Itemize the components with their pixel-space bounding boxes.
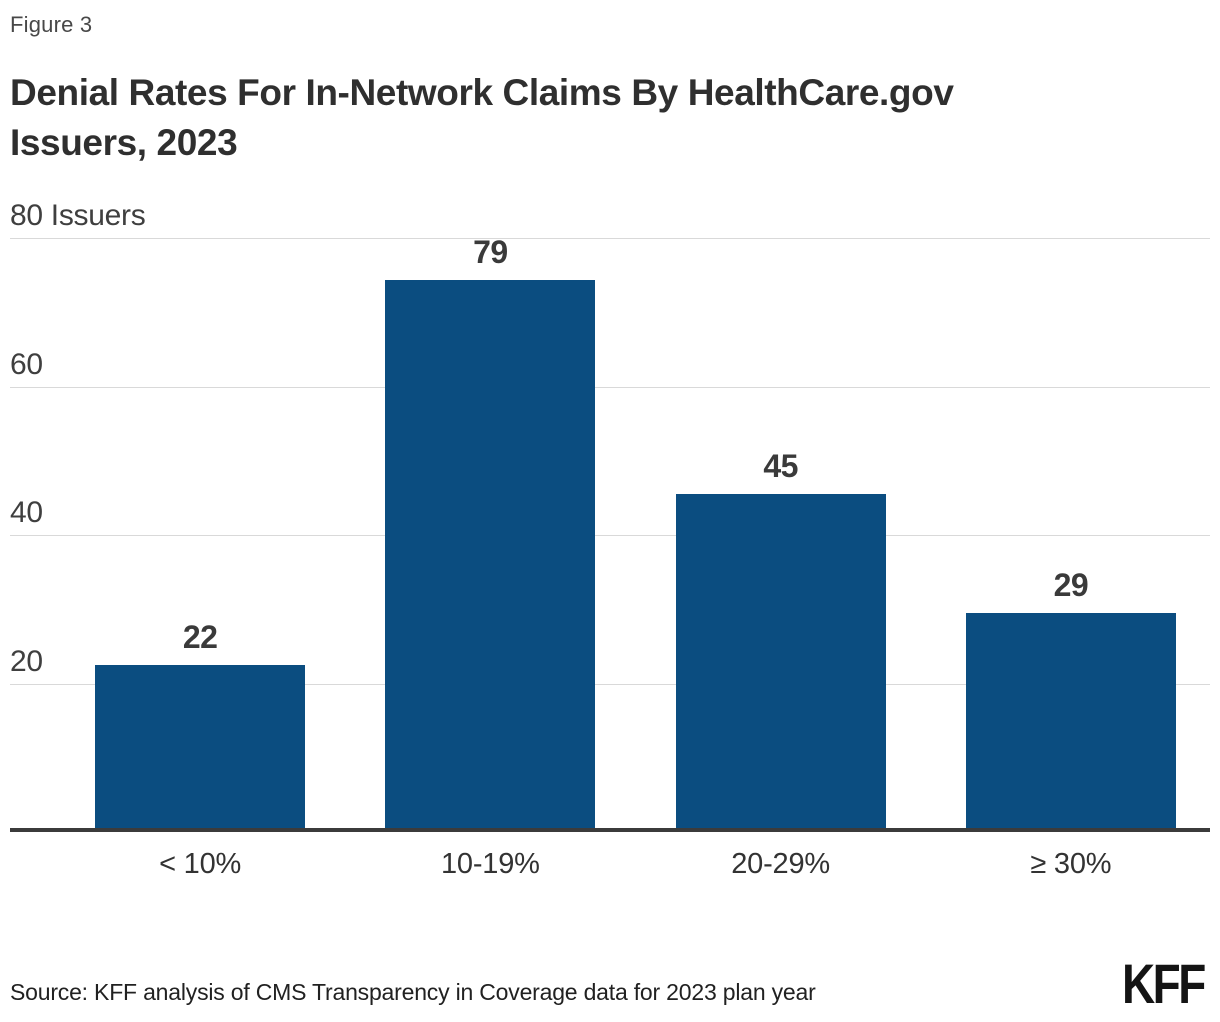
- ytick-label-40: 40: [10, 496, 43, 529]
- bar-20-29pct: [675, 493, 886, 828]
- bar-value-label: 22: [182, 618, 218, 655]
- gridline-60: [10, 386, 1210, 388]
- chart-title-line-1: Denial Rates For In-Network Claims By He…: [10, 72, 954, 113]
- x-axis-labels: < 10% 10-19% 20-29% ≥ 30%: [55, 848, 1216, 881]
- chart-title: Denial Rates For In-Network Claims By He…: [10, 68, 1140, 168]
- bar-group-10-19pct: 79: [345, 234, 635, 828]
- bar-group-30pct-plus: 29: [926, 234, 1216, 828]
- gridline-40: [10, 535, 1210, 536]
- bar-chart-plot-area: 80 Issuers 60 40 20 22 79 45: [10, 199, 1210, 832]
- gridline-80: [10, 238, 1210, 239]
- x-label-10-19pct: 10-19%: [440, 848, 540, 880]
- bars-row: 22 79 45 29: [55, 234, 1216, 828]
- bar-under-10pct: [95, 664, 306, 828]
- ytick-label-80-issuers: 80 Issuers: [10, 199, 146, 232]
- bar-group-under-10pct: 22: [55, 234, 345, 828]
- bar-value-label: 29: [1053, 566, 1089, 603]
- figure-number-label: Figure 3: [10, 12, 93, 37]
- ytick-label-20: 20: [10, 644, 43, 678]
- chart-title-line-2: Issuers, 2023: [10, 122, 238, 163]
- bar-30pct-plus: [965, 612, 1176, 828]
- x-label-20-29pct: 20-29%: [731, 848, 830, 880]
- kff-logo: KFF: [1122, 952, 1206, 1015]
- footer: Source: KFF analysis of CMS Transparency…: [10, 952, 1206, 1015]
- x-label-under-10pct: < 10%: [159, 848, 242, 880]
- source-note: Source: KFF analysis of CMS Transparency…: [10, 979, 816, 1005]
- gridline-20: [10, 683, 1210, 685]
- bar-value-label: 79: [473, 234, 508, 270]
- x-label-30pct-plus: ≥ 30%: [1030, 848, 1112, 880]
- bar-10-19pct: [385, 280, 596, 828]
- bar-value-label: 45: [763, 447, 798, 484]
- ytick-label-60: 60: [10, 347, 43, 381]
- bar-group-20-29pct: 45: [636, 234, 926, 828]
